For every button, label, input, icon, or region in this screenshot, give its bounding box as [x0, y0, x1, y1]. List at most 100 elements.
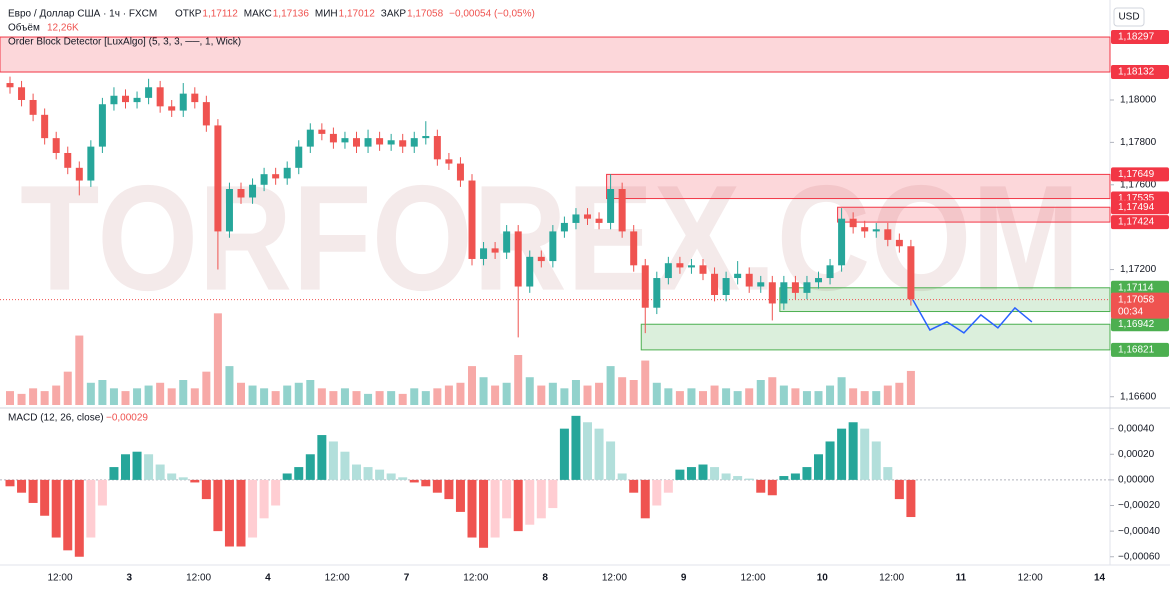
volume-bar	[29, 388, 38, 405]
x-tick-label: 8	[542, 573, 548, 584]
macd-bar	[74, 479, 84, 557]
volume-bar	[75, 335, 84, 405]
macd-bar	[317, 435, 327, 480]
currency[interactable]: USD	[1118, 12, 1139, 23]
volume-bar	[606, 366, 615, 405]
volume-bar	[802, 391, 811, 405]
macd-bar	[167, 473, 177, 480]
macd-bar	[502, 479, 512, 519]
volume-bar	[733, 391, 742, 405]
y-tick-label: 1,17800	[1120, 137, 1157, 148]
macd-bar	[606, 441, 616, 480]
volume-bar	[387, 391, 396, 405]
volume-bar	[98, 380, 107, 405]
price-label: 1,17114	[1118, 282, 1154, 293]
volume-bar	[548, 382, 557, 405]
order-block	[640, 323, 1111, 351]
price-label-box	[1111, 65, 1169, 80]
candle-body	[526, 256, 534, 287]
candle-body	[422, 136, 430, 139]
volume-bar	[872, 391, 881, 405]
macd-bar	[559, 428, 569, 480]
candle-body	[295, 146, 303, 168]
macd-bar	[259, 479, 269, 519]
candle-body	[826, 265, 834, 279]
macd-tick-label: −0,00060	[1118, 551, 1160, 562]
candle-body	[711, 273, 719, 295]
macd-bar	[51, 479, 61, 538]
macd-bar	[409, 479, 419, 483]
price-label-box	[1111, 317, 1169, 332]
volume-bar	[52, 385, 61, 405]
macd-bar	[663, 479, 673, 493]
candle-body	[537, 256, 545, 262]
volume-bar	[814, 391, 823, 405]
order-block	[0, 36, 1111, 73]
volume-bar	[583, 385, 592, 405]
macd-bar	[790, 473, 800, 480]
macd-bar	[386, 473, 396, 480]
volume-bar	[444, 385, 453, 405]
candle-body	[503, 231, 511, 253]
price-label-box	[1111, 30, 1169, 45]
macd-bar	[894, 479, 904, 500]
volume-bar	[17, 393, 26, 405]
volume-bar	[167, 388, 176, 405]
volume-bar	[63, 371, 72, 405]
price-label-box	[1111, 200, 1169, 215]
x-tick-label: 12:00	[1018, 573, 1043, 584]
volume-bar	[329, 391, 338, 405]
macd-tick-label: −0,00040	[1118, 526, 1160, 537]
macd-bar	[479, 479, 489, 548]
macd-bar	[594, 428, 604, 480]
macd-bar	[86, 479, 96, 538]
currency-button[interactable]	[1113, 7, 1145, 27]
candle-body	[329, 133, 337, 143]
candle-body	[445, 159, 453, 164]
macd-bar	[236, 479, 246, 547]
macd-value: −0,00029	[106, 413, 148, 424]
macd-bar	[629, 479, 639, 493]
order-blocks	[0, 36, 1111, 351]
candle-body	[815, 278, 822, 283]
y-tick-label: 1,16600	[1120, 391, 1157, 402]
y-tick-label: 1,18000	[1120, 95, 1157, 106]
macd-bar	[906, 479, 916, 518]
volume-bar	[340, 388, 349, 405]
candle-body	[699, 265, 707, 274]
ohlc-value: 1,17012	[339, 9, 376, 20]
x-tick-label: 12:00	[186, 573, 211, 584]
ohlc-label: ЗАКР	[381, 9, 407, 20]
candle-body	[387, 140, 395, 145]
volume-bar	[687, 388, 696, 405]
volume-bar	[675, 391, 684, 405]
macd-bar	[860, 428, 870, 480]
candle-body	[202, 102, 210, 126]
x-tick-label: 12:00	[47, 573, 72, 584]
volume-bar	[779, 385, 788, 405]
candle-body	[803, 282, 811, 293]
price-label: 1,17649	[1118, 169, 1155, 180]
volume-bar	[317, 388, 326, 405]
price-label-box	[1111, 280, 1169, 295]
candle-body	[283, 167, 291, 179]
volume-bar	[618, 377, 627, 405]
volume-bar	[710, 385, 719, 405]
candle-body	[410, 138, 418, 147]
volume-bar	[837, 377, 846, 405]
ohlc-label: ОТКР	[175, 9, 202, 20]
volume-bar	[364, 393, 373, 405]
y-tick-label: 1,17200	[1120, 264, 1157, 275]
macd-bar	[444, 479, 454, 500]
candle-body	[376, 138, 384, 145]
volume-bar	[756, 380, 765, 405]
volume-bar	[144, 385, 153, 405]
candle-body	[306, 129, 314, 147]
macd-bar	[583, 422, 592, 480]
price-label-box	[1111, 342, 1169, 357]
volume-bar	[121, 391, 130, 405]
macd-bar	[144, 454, 154, 480]
macd-bar	[17, 479, 27, 493]
candle-body	[249, 184, 257, 198]
